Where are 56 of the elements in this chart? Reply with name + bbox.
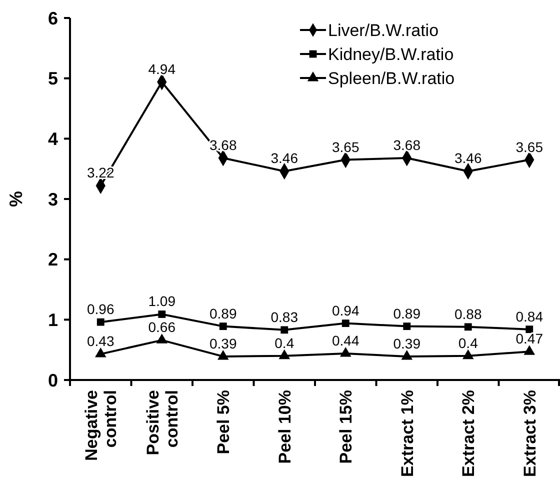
y-tick-label: 1 [48,310,58,330]
y-tick-label: 2 [48,250,58,270]
data-label: 0.39 [393,335,421,352]
point [340,346,352,357]
point [278,349,290,360]
point [342,320,350,327]
y-axis-title: % [6,190,26,208]
data-label: 3.65 [332,138,360,155]
data-label: 3.65 [516,138,544,155]
data-label: 0.47 [516,330,544,347]
data-label: 0.66 [148,319,176,336]
point [280,326,288,334]
x-tick-label: Negative control [82,390,120,461]
data-label: 3.68 [393,136,421,153]
point [524,345,536,355]
data-label: 0.89 [210,305,237,322]
data-label: 1.09 [148,293,176,310]
data-label: 0.96 [87,301,114,318]
data-label: 0.88 [454,306,482,322]
x-tick-label: Peel 5% [214,390,234,454]
point [401,350,413,360]
data-label: 0.89 [393,305,421,322]
point [219,322,227,330]
point [96,318,104,326]
data-label: 3.46 [454,150,482,166]
data-label: 0.39 [210,335,237,352]
data-label: 0.44 [332,332,360,348]
point [158,310,166,318]
point [526,326,534,334]
data-label: 0.94 [332,302,360,318]
x-tick-label: Extract 2% [459,390,478,477]
point [156,334,168,344]
x-tick-label: Peel 10% [275,390,294,464]
data-label: 0.43 [87,333,114,350]
point [403,322,411,330]
data-label: 4.94 [148,60,176,77]
legend-label: Liver/B.W.ratio [328,20,439,40]
y-tick-label: 3 [48,189,58,210]
y-tick-label: 6 [48,8,58,28]
point [462,349,474,360]
legend-label: Spleen/B.W.ratio [328,68,455,88]
legend-label: Kidney/B.W.ratio [328,44,454,64]
data-label: 0.4 [458,334,478,351]
y-tick-label: 5 [48,68,58,89]
x-tick-label: Extract 1% [398,390,417,477]
y-tick-label: 0 [48,370,58,390]
data-label: 0.4 [274,334,294,351]
data-label: 3.46 [270,150,298,166]
y-tick-label: 4 [48,128,58,149]
point [217,350,229,360]
point [94,348,106,358]
point [464,323,472,331]
data-label: 0.83 [270,308,298,325]
x-tick-label: Extract 3% [520,390,540,477]
data-label: 0.84 [516,308,544,324]
x-tick-label: Peel 15% [336,390,356,464]
